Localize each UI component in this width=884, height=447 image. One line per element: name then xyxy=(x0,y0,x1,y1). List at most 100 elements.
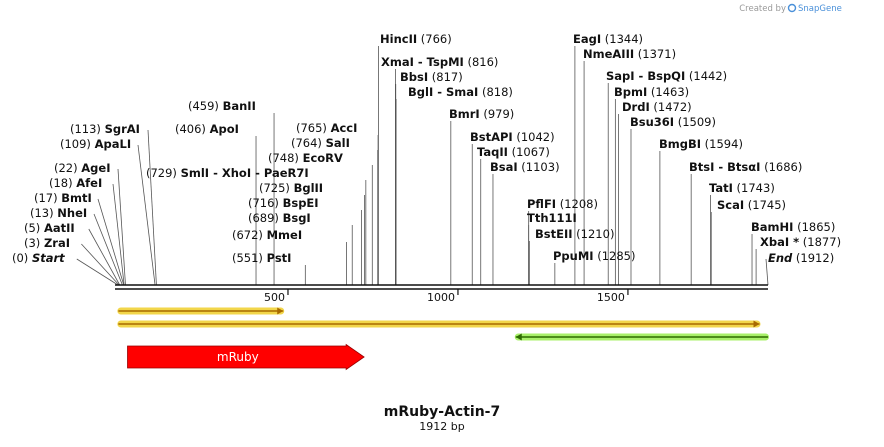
site-label-tati[interactable]: TatI (1743) xyxy=(709,181,775,195)
site-position-xmai: (816) xyxy=(464,55,499,69)
site-label-bgli[interactable]: BglI - SmaI (818) xyxy=(408,85,513,99)
map-title: mRuby-Actin-7 xyxy=(384,404,500,420)
site-label-bmgbi[interactable]: BmgBI (1594) xyxy=(659,137,743,151)
site-label-bsteii[interactable]: BstEII (1210) xyxy=(535,227,614,241)
site-label-bamhi[interactable]: BamHI (1865) xyxy=(751,220,835,234)
site-label-mmei[interactable]: (672) MmeI xyxy=(232,228,302,242)
site-label-bsgi[interactable]: (689) BsgI xyxy=(248,211,311,225)
site-name-btsi: BtsI - BtsαI xyxy=(689,160,760,174)
site-label-zrai[interactable]: (3) ZraI xyxy=(24,236,70,250)
site-label-drdi[interactable]: DrdI (1472) xyxy=(622,100,692,114)
site-position-apali: (109) xyxy=(60,137,95,151)
site-label-aatii[interactable]: (5) AatII xyxy=(24,221,75,235)
site-label-afei[interactable]: (18) AfeI xyxy=(49,176,102,190)
site-position-bamhi: (1865) xyxy=(793,220,835,234)
site-position-bsu36i: (1509) xyxy=(674,115,716,129)
site-position-pflfi: (1208) xyxy=(556,197,598,211)
site-name-pflfi: PflFI xyxy=(527,197,556,211)
site-name-bsteii: BstEII xyxy=(535,227,573,241)
site-position-ppumi: (1285) xyxy=(594,249,636,263)
site-name-bsai: BsaI xyxy=(490,160,518,174)
site-position-drdi: (1472) xyxy=(650,100,692,114)
site-label-bsu36i[interactable]: Bsu36I (1509) xyxy=(630,115,716,129)
site-name-bmgbi: BmgBI xyxy=(659,137,701,151)
site-label-start[interactable]: (0) Start xyxy=(12,251,65,265)
site-label-sali[interactable]: (764) SalI xyxy=(291,136,350,150)
site-name-apoi: ApoI xyxy=(210,122,239,136)
site-label-bbsi[interactable]: BbsI (817) xyxy=(400,70,463,84)
leader-line-bmti xyxy=(97,198,125,286)
site-label-bsai[interactable]: BsaI (1103) xyxy=(490,160,560,174)
site-label-apoi[interactable]: (406) ApoI xyxy=(175,122,239,136)
site-label-ppumi[interactable]: PpuMI (1285) xyxy=(553,249,635,263)
site-position-psti: (551) xyxy=(232,251,267,265)
site-label-btsi[interactable]: BtsI - BtsαI (1686) xyxy=(689,160,802,174)
site-position-bglii: (725) xyxy=(259,181,294,195)
site-label-bpmi[interactable]: BpmI (1463) xyxy=(614,85,689,99)
site-position-eagi: (1344) xyxy=(601,32,643,46)
site-label-eagi[interactable]: EagI (1344) xyxy=(573,32,643,46)
site-label-smli[interactable]: (729) SmlI - XhoI - PaeR7I xyxy=(146,166,309,180)
ruler-ticks: 500 1000 1500 xyxy=(264,289,629,304)
site-name-bglii: BglII xyxy=(294,181,324,195)
site-label-banii[interactable]: (459) BanII xyxy=(188,99,256,113)
site-position-bmri: (979) xyxy=(480,107,515,121)
site-name-psti: PstI xyxy=(267,251,292,265)
site-label-xmai[interactable]: XmaI - TspMI (816) xyxy=(381,55,498,69)
leader-line-agei xyxy=(117,168,126,286)
site-name-ppumi: PpuMI xyxy=(553,249,594,263)
site-label-bspei[interactable]: (716) BspEI xyxy=(248,196,319,210)
site-name-tth111i: Tth111I xyxy=(527,211,577,225)
site-name-banii: BanII xyxy=(223,99,256,113)
site-label-acci[interactable]: (765) AccI xyxy=(296,121,357,135)
site-label-taqii[interactable]: TaqII (1067) xyxy=(477,145,550,159)
site-label-nhei[interactable]: (13) NheI xyxy=(30,206,87,220)
site-label-end[interactable]: End (1912) xyxy=(768,251,834,265)
site-name-bmti: BmtI xyxy=(61,191,92,205)
site-label-tth111i[interactable]: Tth111I xyxy=(527,211,577,225)
site-position-smli: (729) xyxy=(146,166,181,180)
site-label-ecorv[interactable]: (748) EcoRV xyxy=(268,151,343,165)
site-position-tati: (1743) xyxy=(733,181,775,195)
site-label-bglii[interactable]: (725) BglII xyxy=(259,181,323,195)
site-label-xbai[interactable]: XbaI * (1877) xyxy=(760,235,841,249)
site-label-bmti[interactable]: (17) BmtI xyxy=(34,191,92,205)
site-name-drdi: DrdI xyxy=(622,100,650,114)
site-name-eagi: EagI xyxy=(573,32,601,46)
site-position-ecorv: (748) xyxy=(268,151,303,165)
site-label-sgrai[interactable]: (113) SgrAI xyxy=(70,122,140,136)
site-name-xmai: XmaI - TspMI xyxy=(381,55,464,69)
credit-brand: SnapGene xyxy=(798,4,842,14)
site-label-apali[interactable]: (109) ApaLI xyxy=(60,137,131,151)
feature-mruby-arrow[interactable] xyxy=(127,343,365,371)
credit-prefix: Created by xyxy=(739,4,786,14)
site-label-agei[interactable]: (22) AgeI xyxy=(54,161,110,175)
site-label-hincii[interactable]: HincII (766) xyxy=(380,32,452,46)
site-name-bstapi: BstAPI xyxy=(470,130,513,144)
site-label-scai[interactable]: ScaI (1745) xyxy=(717,198,786,212)
site-name-sali: SalI xyxy=(326,136,350,150)
map-length: 1912 bp xyxy=(419,420,464,433)
site-name-bsu36i: Bsu36I xyxy=(630,115,674,129)
feature-track: mRuby xyxy=(117,307,769,371)
site-name-nhei: NheI xyxy=(57,206,87,220)
leader-line-end xyxy=(765,258,769,286)
site-position-start: (0) xyxy=(12,251,32,265)
site-name-taqii: TaqII xyxy=(477,145,508,159)
site-label-psti[interactable]: (551) PstI xyxy=(232,251,291,265)
site-label-bmri[interactable]: BmrI (979) xyxy=(449,107,514,121)
site-position-bsgi: (689) xyxy=(248,211,283,225)
site-label-sapi[interactable]: SapI - BspQI (1442) xyxy=(606,69,727,83)
site-label-bstapi[interactable]: BstAPI (1042) xyxy=(470,130,555,144)
site-position-xbai: (1877) xyxy=(799,235,841,249)
site-label-nmeaiii[interactable]: NmeAIII (1371) xyxy=(583,47,676,61)
leader-line-nhei xyxy=(93,213,123,286)
site-name-acci: AccI xyxy=(331,121,358,135)
site-name-nmeaiii: NmeAIII xyxy=(583,47,634,61)
site-position-afei: (18) xyxy=(49,176,76,190)
site-name-bsgi: BsgI xyxy=(283,211,311,225)
sequence-backbone xyxy=(115,284,768,290)
site-name-ecorv: EcoRV xyxy=(303,151,343,165)
feature-orf-reverse-arrowhead xyxy=(515,333,522,341)
site-label-pflfi[interactable]: PflFI (1208) xyxy=(527,197,598,211)
